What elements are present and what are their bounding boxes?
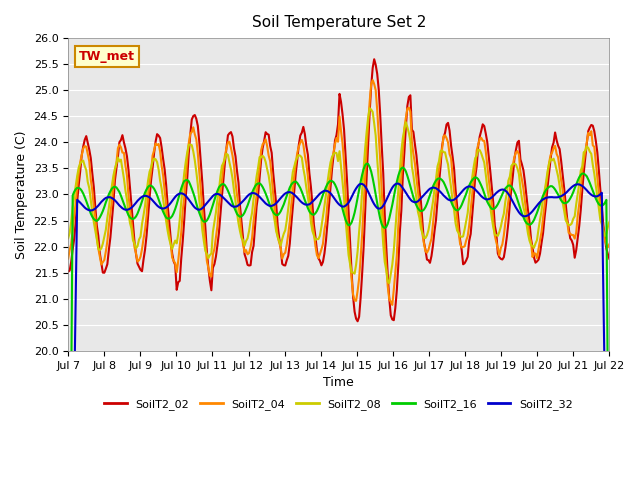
SoilT2_32 bbox=[226, 201, 234, 207]
SoilT2_32 bbox=[253, 192, 260, 197]
Y-axis label: Soil Temperature (C): Soil Temperature (C) bbox=[15, 130, 28, 259]
SoilT2_08 bbox=[605, 219, 613, 225]
SoilT2_08 bbox=[253, 173, 260, 179]
SoilT2_16 bbox=[226, 192, 234, 197]
SoilT2_02 bbox=[301, 131, 308, 137]
X-axis label: Time: Time bbox=[323, 376, 354, 389]
Title: Soil Temperature Set 2: Soil Temperature Set 2 bbox=[252, 15, 426, 30]
SoilT2_16 bbox=[301, 197, 308, 203]
SoilT2_08 bbox=[579, 164, 586, 169]
SoilT2_02 bbox=[226, 131, 234, 136]
Line: SoilT2_04: SoilT2_04 bbox=[68, 80, 609, 305]
SoilT2_32 bbox=[301, 202, 308, 207]
SoilT2_04 bbox=[131, 244, 138, 250]
SoilT2_02 bbox=[253, 204, 260, 209]
SoilT2_02 bbox=[244, 262, 252, 268]
SoilT2_16 bbox=[131, 216, 138, 221]
SoilT2_32 bbox=[131, 202, 138, 207]
SoilT2_08 bbox=[226, 160, 234, 166]
SoilT2_16 bbox=[363, 161, 371, 167]
SoilT2_08 bbox=[385, 280, 393, 286]
SoilT2_08 bbox=[366, 106, 374, 111]
SoilT2_02 bbox=[371, 56, 378, 62]
SoilT2_04 bbox=[579, 169, 586, 175]
SoilT2_02 bbox=[131, 239, 138, 245]
Line: SoilT2_08: SoilT2_08 bbox=[68, 108, 609, 283]
SoilT2_02 bbox=[354, 318, 362, 324]
SoilT2_04 bbox=[226, 139, 234, 144]
SoilT2_04 bbox=[64, 256, 72, 262]
SoilT2_04 bbox=[605, 241, 613, 247]
SoilT2_04 bbox=[253, 192, 260, 198]
SoilT2_02 bbox=[605, 256, 613, 262]
SoilT2_04 bbox=[244, 252, 252, 257]
SoilT2_32 bbox=[393, 181, 401, 187]
Text: TW_met: TW_met bbox=[79, 50, 135, 63]
Line: SoilT2_32: SoilT2_32 bbox=[68, 184, 609, 480]
SoilT2_16 bbox=[244, 203, 252, 208]
SoilT2_08 bbox=[131, 240, 138, 246]
SoilT2_16 bbox=[577, 172, 584, 178]
SoilT2_04 bbox=[369, 77, 376, 83]
SoilT2_16 bbox=[253, 181, 260, 187]
Line: SoilT2_02: SoilT2_02 bbox=[68, 59, 609, 321]
SoilT2_08 bbox=[64, 235, 72, 241]
SoilT2_04 bbox=[388, 302, 396, 308]
SoilT2_08 bbox=[244, 236, 252, 241]
SoilT2_32 bbox=[244, 193, 252, 199]
SoilT2_02 bbox=[64, 269, 72, 275]
SoilT2_04 bbox=[301, 153, 308, 158]
SoilT2_32 bbox=[577, 182, 584, 188]
Line: SoilT2_16: SoilT2_16 bbox=[68, 164, 609, 480]
SoilT2_02 bbox=[579, 188, 586, 193]
SoilT2_08 bbox=[301, 174, 308, 180]
Legend: SoilT2_02, SoilT2_04, SoilT2_08, SoilT2_16, SoilT2_32: SoilT2_02, SoilT2_04, SoilT2_08, SoilT2_… bbox=[100, 394, 577, 414]
